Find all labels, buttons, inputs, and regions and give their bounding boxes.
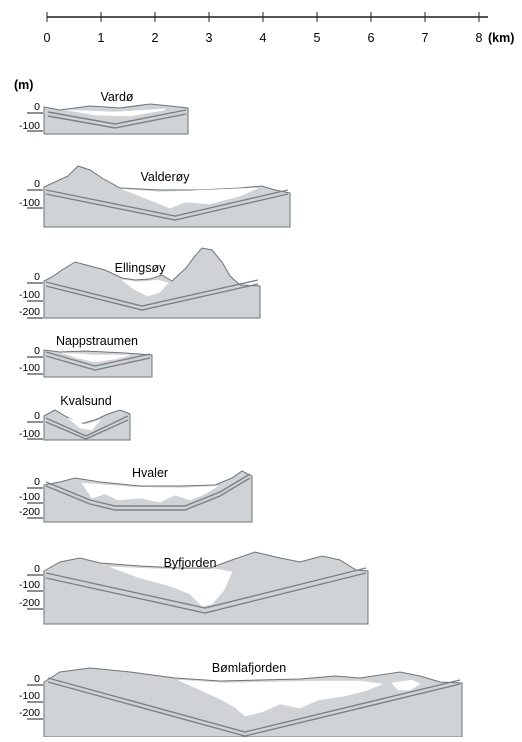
terrain-profile [43,349,153,378]
sediment-layer [45,567,367,609]
depth-label: 0 [34,563,40,575]
sediment-layer [45,355,151,371]
section-nappstraumen: Nappstraumen 0 -100 [19,334,153,378]
scale-tick-label: 7 [422,31,429,45]
sediment-layer [45,351,151,367]
water-body [120,279,169,297]
depth-label: -100 [19,491,40,503]
depth-label: 0 [34,271,40,283]
depth-label: 0 [34,345,40,357]
depth-label: -100 [19,690,40,702]
section-name: Kvalsund [60,394,111,408]
sediment-layer [47,681,461,737]
km-scale-bar: 0 1 2 3 4 5 6 7 8 (km) [44,12,514,45]
depth-label: -100 [19,289,40,301]
sediment-layer [45,279,259,307]
sediment-layer [45,189,289,217]
sediment-layer [45,477,251,511]
sediment-layer [47,113,187,129]
section-vardo: Vardø 0 -100 [19,90,189,135]
section-byfjorden: Byfjorden 0 -100 -200 [19,551,369,625]
depth-label: -200 [19,597,40,609]
section-ellingsoy: Ellingsøy 0 -100 -200 [19,247,261,319]
depth-label: -100 [19,362,40,374]
depth-label: -100 [19,428,40,440]
water-body [109,566,233,607]
water-body [81,482,219,503]
scale-tick-label: 4 [260,31,267,45]
section-name: Vardø [100,90,133,104]
scale-tick-label: 5 [314,31,321,45]
sediment-layer [45,572,367,614]
depth-label: -100 [19,197,40,209]
depth-label: -200 [19,506,40,518]
depth-label: 0 [34,101,40,113]
scale-tick-label: 8 [476,31,483,45]
section-name: Byfjorden [164,556,217,570]
water-body [61,352,131,363]
scale-unit-label: (km) [488,31,514,45]
sediment-layer [47,677,461,733]
sediment-layer [45,415,129,437]
sediment-layer [45,419,129,440]
depth-label: 0 [34,410,40,422]
scale-tick-label: 0 [44,31,51,45]
depth-label: -100 [19,579,40,591]
sediment-layer [45,193,289,221]
depth-label: 0 [34,476,40,488]
water-body [391,679,421,691]
water-body [121,187,259,209]
scale-tick-label: 1 [98,31,105,45]
water-body [177,679,384,717]
sediment-layer [47,109,187,125]
section-name: Valderøy [140,170,190,184]
section-name: Nappstraumen [56,334,138,348]
scale-tick-label: 2 [152,31,159,45]
section-hvaler: Hvaler 0 -100 -200 [19,466,253,523]
depth-label: 0 [34,673,40,685]
section-valderoy: Valderøy 0 -100 [19,165,291,228]
sediment-layer [45,283,259,311]
section-name: Ellingsøy [115,261,166,275]
scale-tick-label: 3 [206,31,213,45]
depth-label: -200 [19,306,40,318]
depth-label: 0 [34,178,40,190]
depth-label: -100 [19,120,40,132]
depth-unit-label: (m) [14,78,33,92]
section-name: Bømlafjorden [212,661,286,675]
sediment-layer [45,473,251,507]
water-body [67,417,101,431]
water-body [65,108,166,117]
depth-label: -200 [19,707,40,719]
scale-tick-label: 6 [368,31,375,45]
section-kvalsund: Kvalsund 0 -100 [19,394,131,441]
section-name: Hvaler [132,466,168,480]
section-bomlafjorden: Bømlafjorden 0 -100 -200 [19,661,463,738]
